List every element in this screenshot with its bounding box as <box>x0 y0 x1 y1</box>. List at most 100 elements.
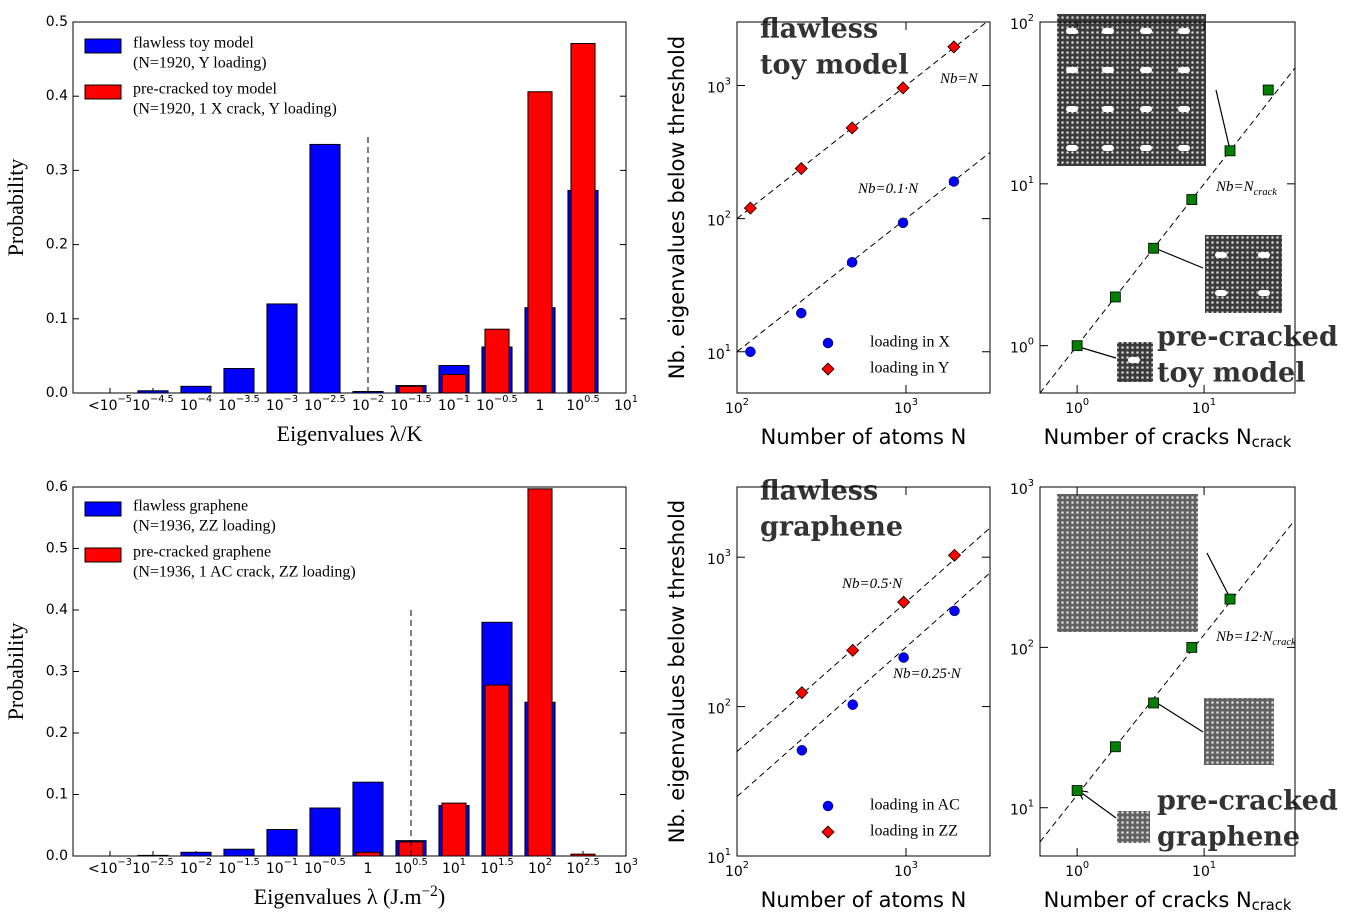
x-axis-label-part: Number of cracks N <box>1044 888 1252 912</box>
bar <box>570 43 596 394</box>
x-tick-label-part: 10 <box>725 401 743 417</box>
x-tick-label: 103 <box>894 860 918 880</box>
y-axis-label: Probability <box>3 623 28 721</box>
y-tick-label: 0.5 <box>46 14 68 30</box>
point <box>897 217 909 229</box>
x-tick-label: 10−3.5 <box>218 394 260 414</box>
fit-label-part: Nb=0.25·N <box>892 666 962 682</box>
y-tick-label-part: 10 <box>1010 482 1028 498</box>
x-tick-label-part: 1 <box>536 398 545 414</box>
x-axis-label: Number of cracks Ncrack <box>1044 425 1292 451</box>
x-axis-label-part: crack <box>1252 897 1292 914</box>
x-tick-label-part: −4 <box>198 394 212 405</box>
point <box>745 346 756 358</box>
x-tick-label: 10−1.5 <box>390 394 432 414</box>
x-tick-label: 10−2.5 <box>132 857 174 877</box>
x-tick-label: 10−0.5 <box>304 857 346 877</box>
legend-label: loading in ZZ <box>870 823 958 840</box>
bar <box>223 848 255 857</box>
annotation: graphene <box>760 512 903 543</box>
x-tick-label-part: 2.5 <box>584 857 600 868</box>
y-tick-label-part: 3 <box>1028 478 1034 489</box>
x-tick-label: 10−2.5 <box>304 394 346 414</box>
annotation: pre-cracked <box>1157 786 1338 817</box>
fit-line <box>1040 519 1295 843</box>
fit-label: Nb=0.25·N <box>892 666 962 682</box>
x-axis-label-part: crack <box>1252 434 1292 451</box>
legend-label: flawless graphene <box>133 498 248 515</box>
x-tick-label-part: 10 <box>614 861 632 877</box>
x-tick-label: 1 <box>536 398 545 414</box>
bar <box>309 807 341 857</box>
point <box>897 595 911 609</box>
x-tick-label-part: 10 <box>266 398 284 414</box>
y-tick-label-part: 0 <box>1028 337 1034 348</box>
bar <box>180 385 212 394</box>
point <box>896 81 910 95</box>
x-tick-label-part: 10 <box>266 861 284 877</box>
y-tick-label-part: 10 <box>1010 803 1028 819</box>
legend-swatch <box>84 501 122 517</box>
x-tick-label-part: 10 <box>218 398 236 414</box>
plot-frame <box>72 486 627 857</box>
x-tick-label-part: 1 <box>632 394 638 405</box>
bar <box>484 328 510 394</box>
point <box>1109 291 1121 303</box>
x-tick-label-part: −5 <box>118 394 132 405</box>
y-tick-label: 102 <box>707 210 731 230</box>
fit-label: Nb=N <box>939 71 979 87</box>
x-tick-label-part: −2 <box>370 394 384 405</box>
x-axis-label: Number of atoms N <box>761 888 967 912</box>
point <box>947 40 961 54</box>
x-tick-label-part: 10 <box>1065 864 1083 880</box>
legend-marker <box>822 800 834 812</box>
fit-line <box>737 527 990 752</box>
x-tick-label: 103 <box>894 397 918 417</box>
annotation: graphene <box>1157 822 1300 853</box>
x-tick-label-part: −4.5 <box>150 394 174 405</box>
y-axis-label: Probability <box>3 159 28 257</box>
x-tick-label-part: 10 <box>894 864 912 880</box>
x-axis-label: Number of cracks Ncrack <box>1044 888 1292 914</box>
insets <box>1057 14 1282 843</box>
y-tick-label-part: 1 <box>1028 799 1034 810</box>
y-tick-label-part: 2 <box>1028 638 1034 649</box>
x-tick-label-part: 2 <box>546 857 552 868</box>
x-tick-label-part: 3 <box>912 397 918 408</box>
annotation: flawless <box>760 476 878 507</box>
point <box>1071 340 1083 352</box>
x-tick-label-part: 10 <box>132 398 150 414</box>
x-tick-label-part: 1 <box>1210 397 1216 408</box>
y-tick-label-part: 10 <box>707 347 725 363</box>
x-axis-label: Eigenvalues λ/K <box>277 421 423 446</box>
fit-label-part: Nb=N <box>939 71 979 87</box>
y-tick-label: 0.4 <box>46 602 68 618</box>
point <box>846 257 858 268</box>
x-tick-label: 102 <box>725 397 749 417</box>
x-tick-label-part: 10 <box>476 398 494 414</box>
point <box>947 548 962 562</box>
annotation: pre-cracked <box>1157 322 1338 353</box>
plot-frame <box>736 21 991 394</box>
plot-frame <box>1039 486 1296 857</box>
y-axis-label: Nb. eigenvalues below threshold <box>665 500 689 843</box>
x-tick-label-part: 10 <box>566 861 584 877</box>
x-tick-label: 101 <box>614 394 638 414</box>
point <box>846 643 860 657</box>
x-tick-label-part: 10 <box>394 861 412 877</box>
fit-label-part: Nb=0.1·N <box>857 181 919 197</box>
y-tick-label-part: 10 <box>1010 341 1028 357</box>
y-tick-label: 0.3 <box>46 664 68 680</box>
legend-label: loading in AC <box>870 797 960 814</box>
x-tick-label-part: 10 <box>528 861 546 877</box>
x-tick-label-part: <10 <box>88 398 118 414</box>
y-axis-label: Nb. eigenvalues below threshold <box>665 36 689 379</box>
x-tick-label-part: 10 <box>1192 864 1210 880</box>
x-tick-label: 100 <box>1065 397 1089 417</box>
point <box>949 605 960 617</box>
legend-detail: (N=1936, 1 AC crack, ZZ loading) <box>133 564 356 581</box>
x-tick-label-part: 10 <box>614 398 632 414</box>
x-tick-label-part: 10 <box>180 398 198 414</box>
y-tick-label: 103 <box>1010 478 1034 498</box>
